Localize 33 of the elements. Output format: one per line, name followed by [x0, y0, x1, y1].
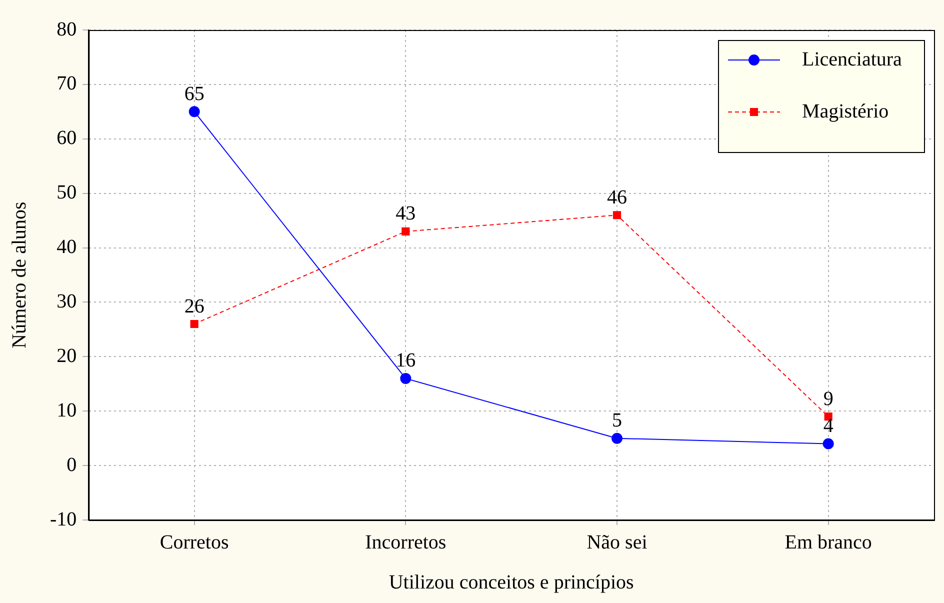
point [822, 438, 834, 450]
data-label: 46 [607, 186, 627, 208]
x-tick-label: Em branco [784, 531, 872, 554]
data-label: 43 [396, 202, 416, 225]
y-axis-title: Número de alunos [8, 201, 30, 348]
y-tick-label: 60 [56, 127, 77, 150]
data-label: 9 [823, 388, 834, 410]
x-tick-label: Corretos [160, 531, 229, 554]
y-tick-label: 10 [56, 399, 77, 422]
y-tick-label: 20 [56, 344, 77, 367]
legend-label: Licenciatura [802, 48, 902, 70]
point [400, 372, 412, 384]
x-tick-label: Não sei [586, 531, 648, 554]
data-label: 26 [184, 295, 204, 318]
data-label: 65 [184, 82, 204, 105]
x-axis-title: Utilizou conceitos e princípios [388, 571, 634, 594]
y-tick-label: 50 [56, 182, 77, 204]
point [190, 320, 198, 328]
data-label: 16 [396, 350, 416, 372]
data-label: 4 [823, 415, 834, 438]
y-tick-label: 40 [56, 236, 77, 258]
x-tick-label: Incorretos [365, 531, 446, 554]
point [612, 211, 622, 220]
point [188, 106, 200, 118]
point [611, 432, 622, 444]
y-tick-label: 0 [66, 454, 77, 476]
y-tick-label: 80 [56, 18, 77, 40]
y-tick-label: 30 [56, 290, 77, 312]
y-tick-label: -10 [50, 508, 77, 530]
legend-label: Magistério [802, 100, 889, 122]
point [402, 227, 410, 236]
y-tick-label: 70 [56, 72, 77, 95]
data-label: 5 [612, 410, 622, 432]
